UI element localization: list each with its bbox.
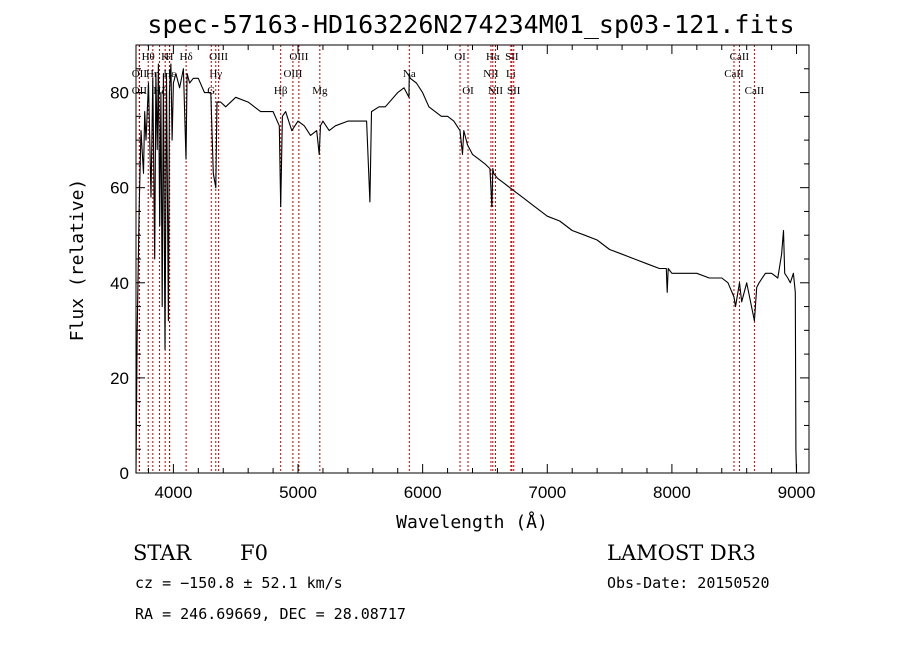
- y-tick-label: 20: [110, 369, 129, 388]
- line-marker-label: CaII: [724, 68, 744, 80]
- tick-layer: 4000 5000 6000 7000 8000 9000 0 20 40 60 80: [110, 45, 815, 502]
- plot-frame: [135, 44, 810, 474]
- line-marker-label: NII: [488, 85, 504, 97]
- x-tick-label: 8000: [653, 483, 691, 502]
- x-tick-label: 7000: [528, 483, 566, 502]
- line-marker-label: K: [161, 51, 169, 63]
- object-class: STAR: [133, 541, 192, 565]
- x-tick-label: 9000: [778, 483, 816, 502]
- line-marker-label: Li: [506, 68, 516, 80]
- line-marker-label: OIII: [209, 51, 228, 63]
- line-marker-label: Hα: [486, 51, 500, 63]
- line-marker-label: Hθ: [142, 51, 155, 63]
- chart-title: spec-57163-HD163226N274234M01_sp03-121.f…: [147, 10, 794, 39]
- obs-date: Obs-Date: 20150520: [607, 574, 770, 592]
- line-marker-label: Hδ: [180, 51, 193, 63]
- line-marker-label: SII: [505, 51, 519, 63]
- y-tick-label: 60: [110, 179, 129, 198]
- y-tick-label: 0: [120, 464, 129, 483]
- line-marker-label: OIII: [289, 51, 308, 63]
- line-marker-label: CaII: [745, 85, 765, 97]
- line-marker-label: Hβ: [274, 85, 288, 97]
- y-tick-label: 40: [110, 274, 129, 293]
- line-marker-label: OI: [454, 51, 466, 63]
- y-tick-label: 80: [110, 84, 129, 103]
- series-layer: [135, 63, 798, 474]
- line-marker-label: CaII: [730, 51, 750, 63]
- x-axis-label: Wavelength (Å): [396, 511, 548, 533]
- line-marker-label: Mg: [312, 85, 328, 97]
- survey-name: LAMOST DR3: [607, 541, 756, 565]
- line-marker-layer: OIIOIIHθHηHζKHHεHδHγOIIIGHβOIIIOIIIMgNaO…: [132, 45, 765, 473]
- spectrum-line: [135, 63, 798, 474]
- redshift-cz: cz = −150.8 ± 52.1 km/s: [135, 574, 343, 592]
- coordinates: RA = 246.69669, DEC = 28.08717: [135, 605, 406, 623]
- y-axis-label: Flux (relative): [67, 179, 88, 342]
- x-tick-label: 5000: [279, 483, 317, 502]
- line-marker-label: NII: [483, 68, 499, 80]
- line-marker-label: SII: [507, 85, 521, 97]
- line-marker-label: OI: [462, 85, 474, 97]
- line-marker-label: G: [207, 85, 215, 97]
- x-tick-label: 6000: [404, 483, 442, 502]
- object-subclass: F0: [240, 541, 268, 565]
- line-marker-label: OIII: [283, 68, 302, 80]
- x-tick-label: 4000: [154, 483, 192, 502]
